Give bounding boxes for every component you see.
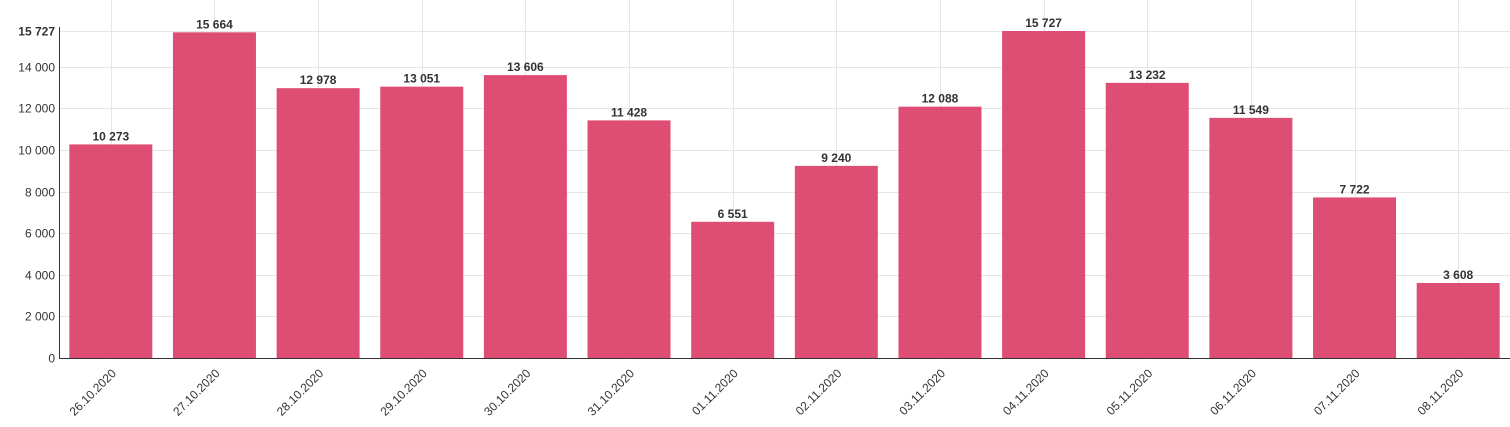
bar-layer: [69, 31, 1500, 359]
x-tick-label: 03.11.2020: [896, 366, 948, 418]
y-tick-label: 8 000: [25, 186, 55, 200]
bar[interactable]: [1416, 282, 1500, 358]
bar[interactable]: [69, 144, 153, 358]
x-tick-label: 29.10.2020: [378, 366, 431, 419]
bar[interactable]: [276, 88, 360, 358]
bar-value-label: 15 664: [196, 17, 233, 31]
y-tick-label: 10 000: [18, 144, 55, 158]
x-tick-label: 01.11.2020: [689, 366, 741, 418]
x-tick-label: 28.10.2020: [274, 366, 327, 419]
bar-value-label: 7 722: [1340, 182, 1370, 196]
x-tick-label: 08.11.2020: [1415, 366, 1467, 418]
x-tick-label: 30.10.2020: [481, 366, 534, 419]
bar-value-label: 13 051: [403, 72, 440, 86]
bar-value-label: 12 088: [922, 92, 959, 106]
x-tick-label: 31.10.2020: [585, 366, 638, 419]
bar-value-label: 11 549: [1233, 103, 1269, 117]
bar[interactable]: [794, 165, 878, 358]
x-tick-label: 26.10.2020: [67, 366, 120, 419]
x-tick-label: 02.11.2020: [793, 366, 845, 418]
data-label-layer: 10 273 15 664 12 978 13 051 13 606 11 428 6 55…: [92, 16, 1473, 282]
bar-value-label: 13 232: [1129, 68, 1166, 82]
bar[interactable]: [1002, 31, 1086, 358]
bar[interactable]: [380, 86, 464, 358]
bar[interactable]: [483, 75, 567, 358]
y-tick-label: 12 000: [18, 102, 55, 116]
bar[interactable]: [172, 32, 256, 359]
bar[interactable]: [1313, 197, 1397, 358]
x-tick-label: 07.11.2020: [1311, 366, 1363, 418]
y-tick-label: 6 000: [25, 227, 55, 241]
x-tick-label: 06.11.2020: [1207, 366, 1259, 418]
y-tick-label: 0: [48, 352, 55, 366]
y-tick-label: 15 727: [18, 25, 55, 39]
bar[interactable]: [1105, 82, 1189, 358]
bar-value-label: 3 608: [1443, 268, 1473, 282]
bar-value-label: 13 606: [507, 60, 544, 74]
bar[interactable]: [691, 221, 775, 358]
y-tick-label: 2 000: [25, 310, 55, 324]
x-tick-label: 04.11.2020: [1000, 366, 1052, 418]
bar[interactable]: [587, 120, 671, 359]
bar[interactable]: [898, 106, 982, 359]
bar-value-label: 12 978: [300, 73, 337, 87]
bar-value-label: 9 240: [821, 151, 851, 165]
bar-value-label: 6 551: [718, 207, 748, 221]
bar-value-label: 15 727: [1025, 16, 1062, 30]
bar-value-label: 10 273: [92, 129, 129, 143]
bar[interactable]: [1209, 117, 1293, 359]
y-tick-label: 4 000: [25, 269, 55, 283]
y-tick-label: 14 000: [18, 61, 55, 75]
x-tick-label: 05.11.2020: [1104, 366, 1156, 418]
x-tick-label: 27.10.2020: [170, 366, 223, 419]
bar-value-label: 11 428: [611, 105, 647, 119]
